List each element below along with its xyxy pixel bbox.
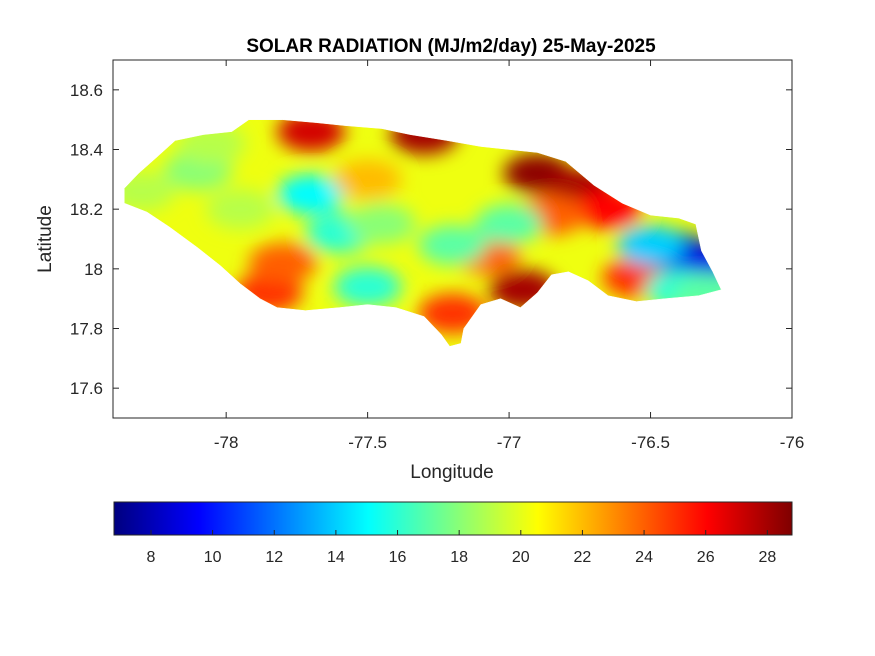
field-spots	[124, 119, 722, 334]
field-spot	[206, 189, 275, 230]
colorbar-tick-label: 18	[450, 549, 468, 566]
colorbar-ticks: 8 10 12 14 16 18 20 22 24 26 28	[147, 530, 776, 566]
chart-title: SOLAR RADIATION (MJ/m2/day) 25-May-2025	[246, 36, 656, 57]
field-spot	[475, 204, 544, 245]
y-axis-title: Latitude	[35, 205, 56, 273]
colorbar-tick-label: 20	[512, 549, 530, 566]
y-tick-label: 18.4	[70, 141, 103, 160]
colorbar-tick-label: 22	[574, 549, 592, 566]
colorbar-tick-label: 28	[758, 549, 776, 566]
field-spot	[248, 242, 317, 283]
field-spot	[277, 174, 346, 215]
field-spot	[347, 204, 416, 245]
colorbar	[113, 501, 793, 536]
field-spot	[418, 224, 487, 265]
y-axis: 18.6 18.4 18.2 18 17.8 17.6	[70, 81, 792, 398]
y-tick-label: 18.2	[70, 200, 103, 219]
colorbar-tick-label: 26	[697, 549, 715, 566]
x-tick-label: -76.5	[631, 433, 670, 452]
colorbar-tick-label: 16	[389, 549, 407, 566]
field-spot	[333, 159, 402, 200]
y-tick-label: 18.6	[70, 81, 103, 100]
island-outline	[124, 119, 722, 347]
y-tick-label: 18	[84, 260, 103, 279]
field-spot	[333, 266, 402, 307]
x-tick-label: -77.5	[348, 433, 387, 452]
field-spot	[124, 171, 176, 212]
colorbar-tick-label: 10	[204, 549, 222, 566]
x-tick-label: -78	[214, 433, 239, 452]
y-tick-label: 17.6	[70, 379, 103, 398]
field-spot	[616, 224, 685, 265]
x-axis-title: Longitude	[410, 462, 493, 483]
colorbar-tick-label: 24	[635, 549, 653, 566]
colorbar-tick-label: 14	[327, 549, 345, 566]
x-tick-label: -76	[780, 433, 805, 452]
colorbar-tick-label: 12	[265, 549, 283, 566]
x-tick-label: -77	[497, 433, 522, 452]
x-axis: -78 -77.5 -77 -76.5 -76	[214, 60, 804, 452]
y-tick-label: 17.8	[70, 320, 103, 339]
colorbar-tick-label: 8	[147, 549, 156, 566]
